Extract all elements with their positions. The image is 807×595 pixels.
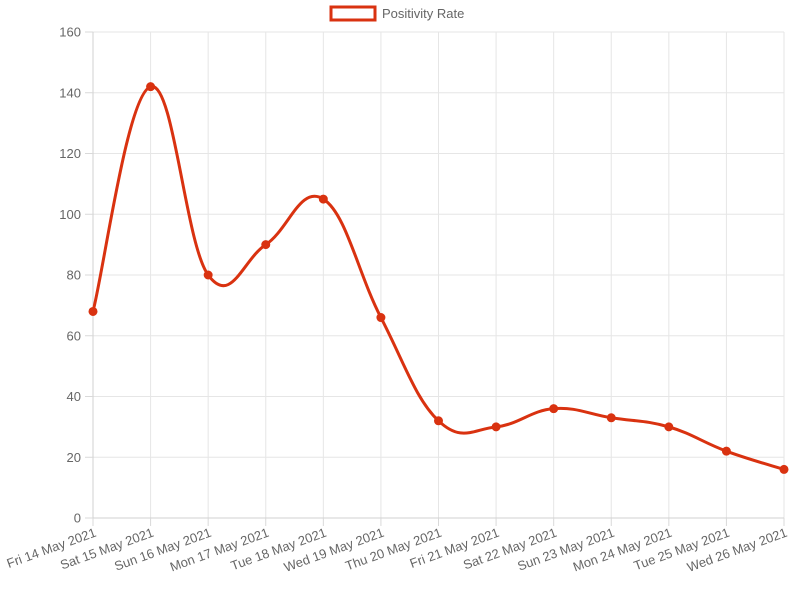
y-tick-label: 0 — [74, 511, 81, 526]
y-tick-label: 140 — [59, 85, 81, 100]
data-point[interactable] — [146, 82, 156, 92]
data-point[interactable] — [203, 270, 213, 280]
data-point[interactable] — [261, 240, 271, 250]
data-point[interactable] — [664, 422, 674, 432]
series-group — [88, 82, 789, 474]
y-tick-label: 40 — [67, 389, 81, 404]
data-point[interactable] — [606, 413, 616, 423]
data-point[interactable] — [434, 416, 443, 426]
y-axis-ticks: 0 20 40 60 80 100 120 140 160 — [59, 25, 93, 526]
y-tick-label: 60 — [67, 328, 81, 343]
data-point[interactable] — [88, 306, 98, 316]
data-point[interactable] — [318, 194, 328, 204]
legend[interactable]: Positivity Rate — [329, 5, 464, 22]
data-point[interactable] — [491, 422, 501, 432]
y-tick-label: 20 — [67, 450, 81, 465]
y-tick-label: 100 — [59, 207, 81, 222]
y-tick-label: 80 — [67, 268, 81, 283]
data-point[interactable] — [779, 464, 789, 474]
data-point[interactable] — [721, 446, 731, 456]
legend-label[interactable]: Positivity Rate — [382, 6, 464, 21]
y-tick-label: 160 — [59, 25, 81, 40]
data-point[interactable] — [376, 313, 386, 323]
grid-lines — [93, 31, 785, 518]
legend-swatch[interactable] — [329, 5, 377, 22]
data-point[interactable] — [549, 404, 559, 414]
y-tick-label: 120 — [59, 146, 81, 161]
